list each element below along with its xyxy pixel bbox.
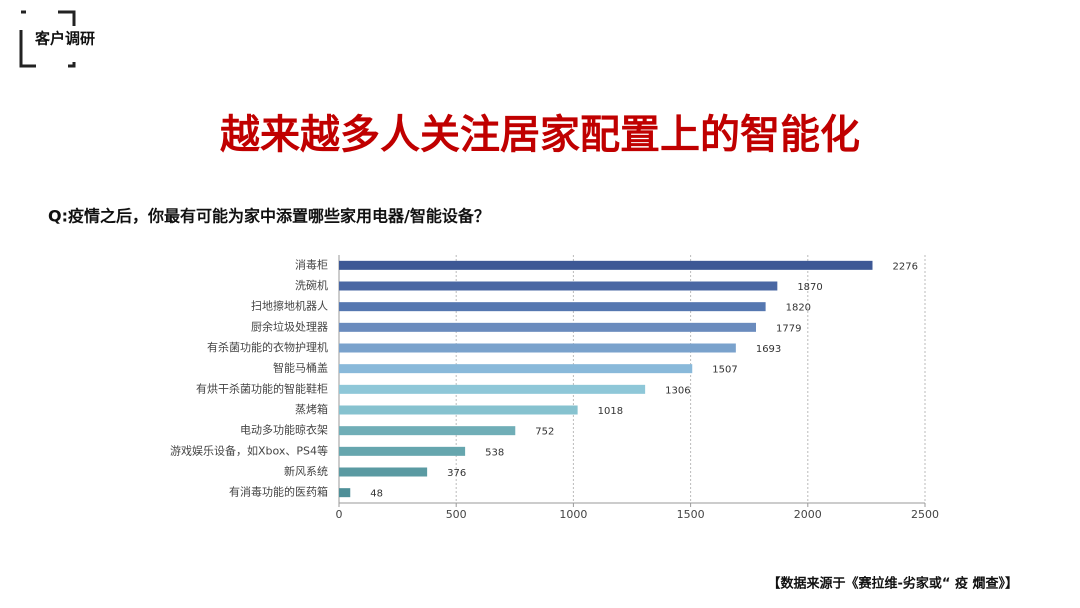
bar [339,446,466,456]
bar [339,322,756,332]
y-tick-label: 厨余垃圾处理器 [251,319,328,333]
value-label: 1693 [756,344,781,355]
x-tick-label: 2500 [911,508,939,521]
value-label: 1779 [776,323,801,334]
bar [339,467,428,477]
y-tick-label: 电动多功能晾衣架 [240,423,328,437]
bar [339,343,736,353]
bar [339,364,693,374]
value-label: 48 [370,489,383,500]
value-label: 1507 [712,365,737,376]
value-label: 752 [535,427,554,438]
value-label: 1820 [786,303,811,314]
y-tick-label: 智能马桶盖 [273,361,328,375]
y-tick-label: 有杀菌功能的衣物护理机 [207,340,328,354]
value-label: 1018 [598,406,623,417]
slide-title: 越来越多人关注居家配置上的智能化 [220,112,860,158]
x-tick-label: 2000 [794,508,822,521]
x-tick-label: 500 [446,508,467,521]
y-tick-label: 扫地擦地机器人 [251,299,328,313]
bar [339,384,646,394]
bar [339,281,778,291]
y-tick-label: 洗碗机 [295,278,328,292]
bar [339,260,873,270]
bar [339,302,766,312]
source-note: 【数据来源于《赛拉维-劣家或“ 疫 燗查》】 [768,576,1019,592]
value-label: 376 [447,468,466,479]
bar [339,405,578,415]
value-label: 1870 [797,282,822,293]
y-tick-label: 消毒柜 [295,257,328,271]
y-tick-label: 新风系统 [284,464,328,478]
value-label: 1306 [665,385,690,396]
x-tick-label: 1500 [677,508,705,521]
x-tick-label: 1000 [559,508,587,521]
section-label: 客户调研 [34,30,95,48]
bar [339,488,351,498]
section-frame [19,10,76,68]
y-tick-label: 蒸烤箱 [295,402,328,416]
y-tick-label: 有消毒功能的医药箱 [229,485,328,499]
y-tick-label: 游戏娱乐设备，如Xbox、PS4等 [170,443,328,457]
bar [339,426,516,436]
value-label: 538 [485,447,504,458]
y-tick-label: 有烘干杀菌功能的智能鞋柜 [196,381,328,395]
x-tick-label: 0 [336,508,343,521]
value-label: 2276 [892,261,917,272]
question: Q:疫情之后，你最有可能为家中添置哪些家用电器/智能设备？ [48,207,490,226]
